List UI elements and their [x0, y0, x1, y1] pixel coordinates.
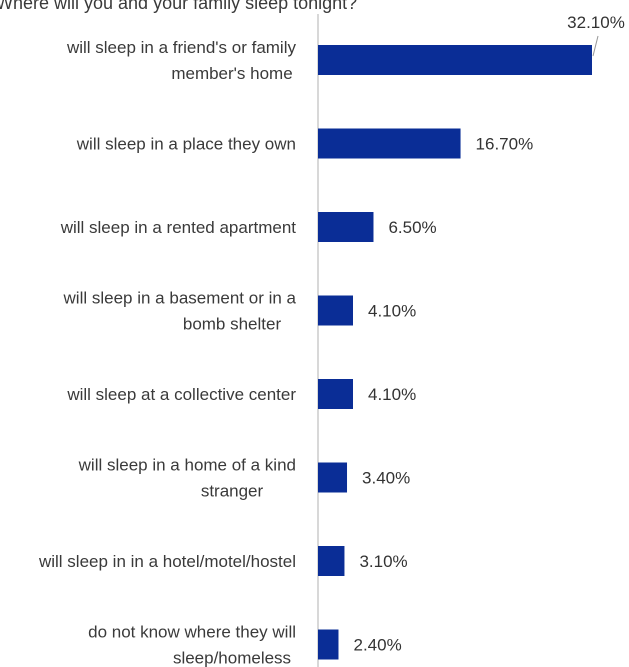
bar-6	[318, 462, 348, 493]
category-label-1: will sleep in a friend's or family member…	[66, 38, 297, 83]
category-label-6: will sleep in a home of a kind stranger	[78, 456, 296, 501]
category-label-5: will sleep at a collective center	[66, 385, 296, 404]
category-label-8: do not know where they will sleep/homeles…	[88, 623, 296, 667]
bar-7	[318, 546, 345, 576]
value-label-4: 4.10%	[368, 302, 416, 321]
bars-group	[318, 45, 592, 660]
value-label-8: 2.40%	[353, 636, 401, 655]
bar-1	[318, 45, 592, 75]
leader-line	[592, 35, 599, 57]
category-labels-group: will sleep in a friend's or family member…	[38, 38, 297, 667]
bar-5	[318, 379, 353, 409]
bar-4	[318, 295, 353, 326]
value-label-5: 4.10%	[368, 385, 416, 404]
value-label-2: 16.70%	[476, 135, 534, 154]
category-label-4: will sleep in a basement or in a bomb she…	[63, 289, 297, 334]
category-label-3: will sleep in a rented apartment	[60, 218, 297, 237]
value-label-1: 32.10%	[567, 13, 625, 32]
value-label-3: 6.50%	[388, 218, 436, 237]
value-labels-group: 32.10% 16.70% 6.50% 4.10% 4.10% 3.40% 3.10% 2.4…	[353, 13, 624, 655]
bar-8	[318, 629, 339, 660]
category-label-2: will sleep in a place they own	[76, 135, 296, 154]
bar-2	[318, 128, 461, 159]
chart-title: Where will you and your family sleep ton…	[0, 0, 357, 13]
category-label-7: will sleep in in a hotel/motel/hostel	[38, 552, 296, 571]
bar-3	[318, 212, 374, 242]
value-label-7: 3.10%	[359, 552, 407, 571]
value-label-6: 3.40%	[362, 469, 410, 488]
